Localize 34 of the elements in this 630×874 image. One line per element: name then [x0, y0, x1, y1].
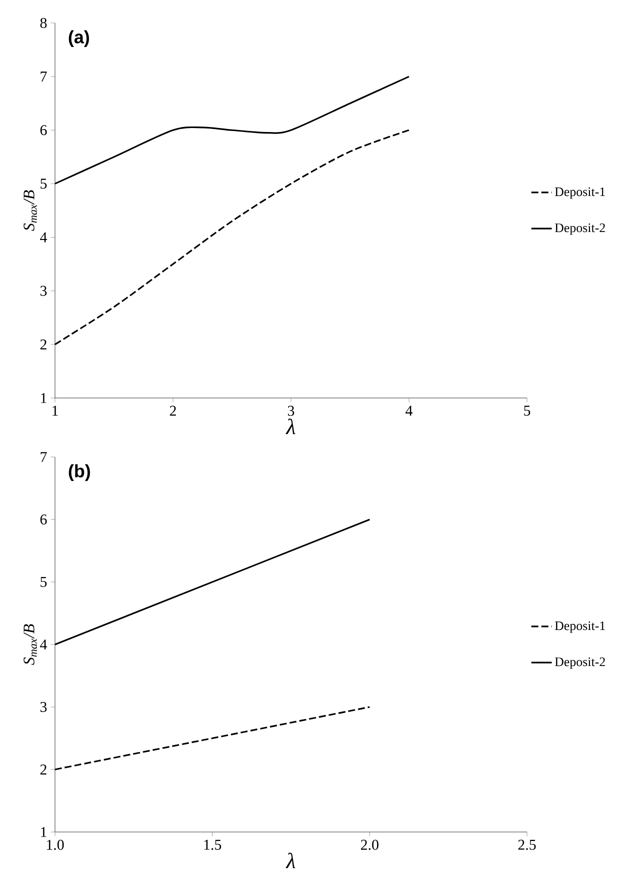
y-tick-label: 7	[40, 72, 47, 82]
chart-title: (a)	[68, 30, 89, 47]
y-tick-label: 5	[40, 577, 47, 587]
y-tick-label: 2	[40, 764, 46, 774]
y-tick-label: 1	[41, 827, 46, 837]
legend-label: Deposit-2	[554, 223, 605, 235]
y-tick-label: 6	[40, 514, 47, 525]
x-tick-label: 2	[170, 406, 176, 416]
y-tick-label: 5	[40, 178, 47, 189]
y-tick-label: 2	[40, 339, 46, 350]
y-tick-label: 4	[40, 232, 47, 242]
x-tick-label: 2.0	[360, 840, 378, 850]
x-axis-title: λ	[286, 418, 296, 434]
y-tick-label: 1	[41, 393, 46, 403]
x-tick-label: 5	[524, 406, 530, 416]
x-tick-label: 1	[52, 406, 58, 416]
legend-label: Deposit-2	[554, 657, 605, 669]
chart-title: (b)	[68, 464, 90, 481]
x-tick-label: 1.0	[46, 840, 64, 850]
x-tick-label: 3	[288, 406, 294, 416]
y-tick-label: 3	[40, 286, 47, 296]
y-tick-label: 6	[40, 125, 47, 136]
y-tick-label: 7	[40, 452, 47, 462]
legend-label: Deposit-1	[554, 187, 605, 199]
legend-label: Deposit-1	[554, 621, 605, 633]
x-tick-label: 4	[406, 406, 412, 416]
y-tick-label: 4	[40, 640, 47, 650]
x-tick-label: 1.5	[204, 840, 222, 850]
x-axis-title: λ	[286, 852, 296, 868]
y-axis-title: S$_{max}$/B	[24, 624, 37, 665]
y-tick-label: 3	[40, 702, 47, 712]
y-tick-label: 8	[40, 18, 47, 28]
x-tick-label: 2.5	[518, 840, 536, 850]
y-axis-title: S$_{max}$/B	[24, 190, 37, 231]
